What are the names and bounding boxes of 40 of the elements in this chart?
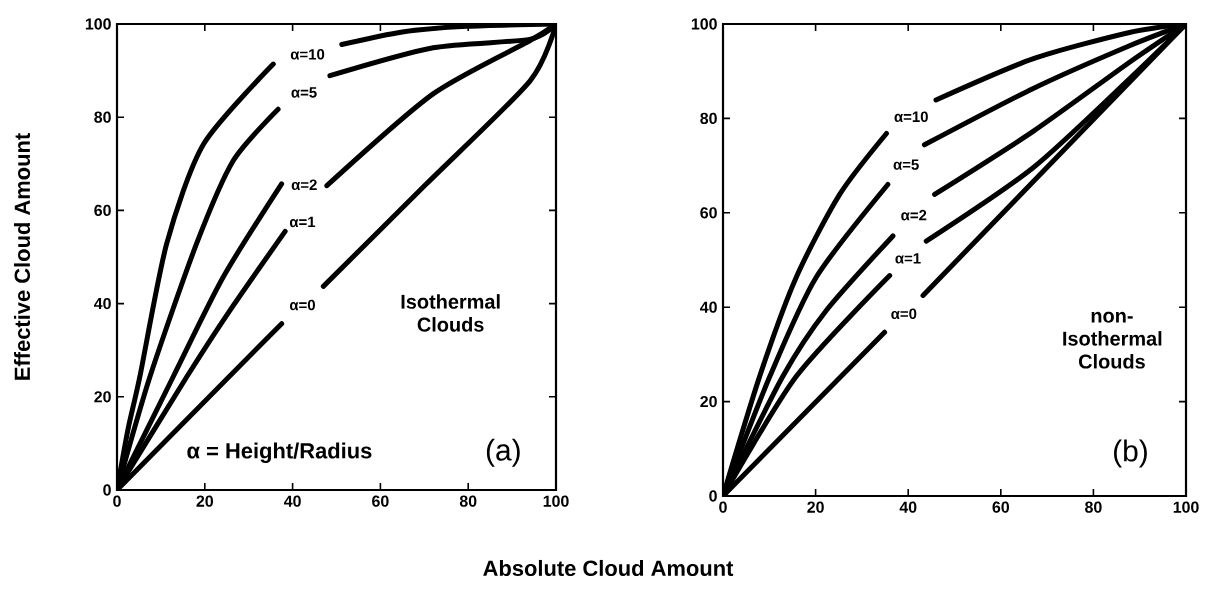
annotation: Isothermal Clouds [401,294,500,332]
y-tick-label: 80 [94,111,111,123]
y-tick-label: 80 [700,112,717,125]
annotation: (a) [486,438,520,467]
x-tick-label: 20 [807,501,824,513]
series-label: α=1 [895,253,921,264]
x-tick-label: 60 [372,495,389,507]
y-tick-label: 100 [85,18,111,30]
series-label: α=0 [891,308,917,320]
y-tick-label: 100 [691,18,717,30]
y-tick-label: 20 [94,391,111,403]
y-tick-label: 40 [699,301,717,313]
annotation: non-Isothermal Clouds [1063,311,1162,369]
x-tick-label: 60 [992,501,1010,513]
x-tick-label: 40 [899,501,917,513]
y-tick-label: 0 [103,484,111,496]
x-tick-label: 40 [283,495,301,507]
series-label: α=10 [894,111,928,123]
series-label: α=5 [893,159,919,170]
x-tick-label: 100 [543,495,569,507]
y-tick-label: 60 [700,207,717,219]
x-tick-label: 80 [459,495,477,507]
x-tick-label: 0 [113,495,121,507]
series-label: α=2 [291,179,317,191]
annotation: (b) [1114,439,1147,468]
x-tick-label: 100 [1173,501,1199,513]
y-tick-label: 20 [700,395,717,408]
series-label: α=2 [901,209,927,221]
series-label: α=0 [289,299,315,311]
annotation: α = Height/Radius [187,442,372,463]
series-label: α=1 [289,216,316,228]
x-axis-title: Absolute Cloud Amount [483,559,734,577]
y-tick-label: 60 [94,204,111,217]
series-label: α=5 [291,87,317,98]
x-tick-label: 80 [1085,501,1102,513]
x-tick-label: 20 [196,495,213,507]
series-label: α=10 [290,48,325,60]
y-tick-label: 40 [93,297,111,310]
y-axis-title: Effective Cloud Amount [13,133,31,380]
x-tick-label: 0 [719,501,727,513]
